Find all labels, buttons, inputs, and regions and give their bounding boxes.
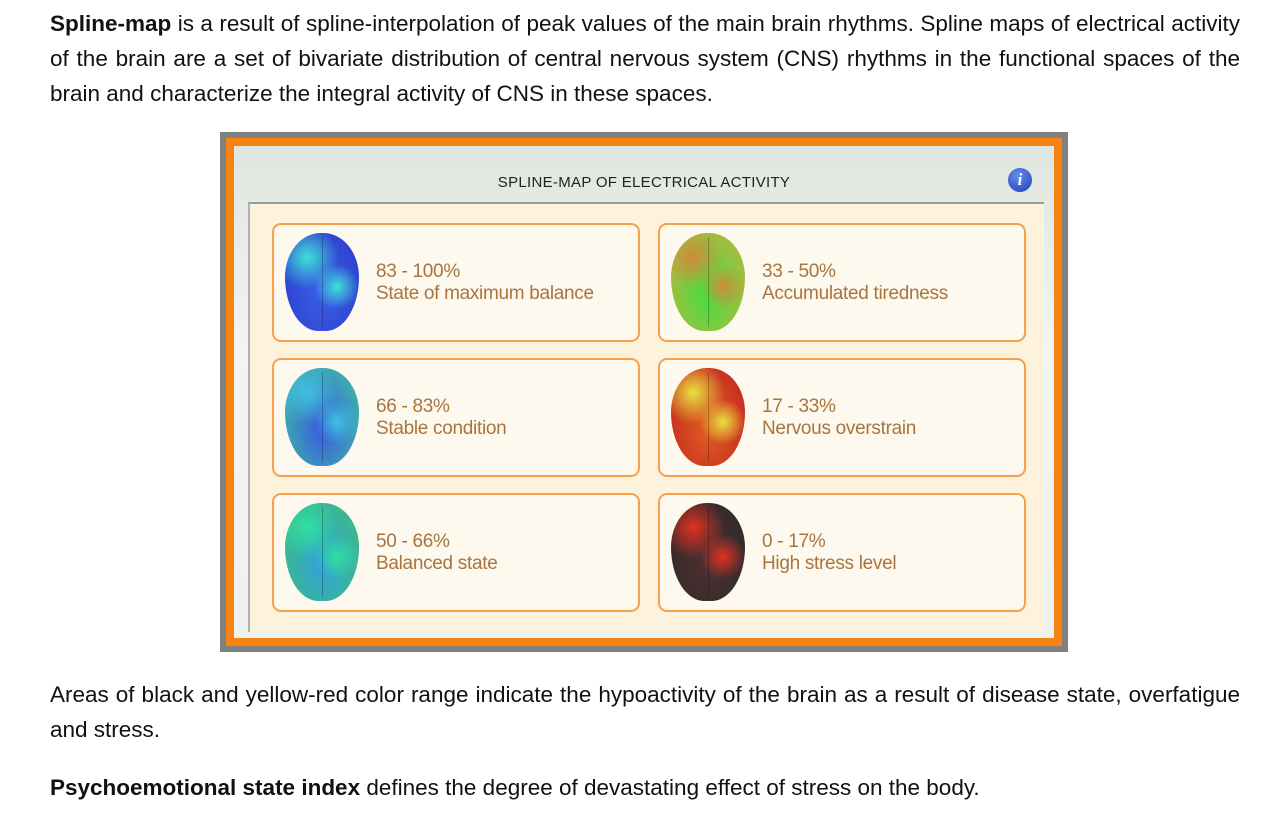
- intro-term: Spline-map: [50, 11, 172, 36]
- state-card: 33 - 50% Accumulated tiredness: [658, 223, 1026, 342]
- brain-map-image: [285, 368, 359, 466]
- state-label: Stable condition: [376, 418, 507, 439]
- brain-map-image: [671, 368, 745, 466]
- outro-text: defines the degree of devastating effect…: [360, 775, 980, 800]
- cards-panel: 83 - 100% State of maximum balance 33 - 5…: [248, 202, 1044, 632]
- state-card: 0 - 17% High stress level: [658, 493, 1026, 612]
- state-card: 83 - 100% State of maximum balance: [272, 223, 640, 342]
- state-range: 17 - 33%: [762, 396, 836, 417]
- state-label: Balanced state: [376, 553, 498, 574]
- intro-text: is a result of spline-interpolation of p…: [50, 11, 1240, 106]
- brain-map-image: [671, 503, 745, 601]
- outro-term: Psychoemotional state index: [50, 775, 361, 800]
- brain-map-image: [671, 233, 745, 331]
- note-paragraph: Areas of black and yellow-red color rang…: [50, 682, 1240, 742]
- state-label: Accumulated tiredness: [762, 283, 948, 304]
- state-range: 33 - 50%: [762, 261, 836, 282]
- panel-title: SPLINE-MAP OF ELECTRICAL ACTIVITY: [497, 174, 791, 191]
- info-icon[interactable]: i: [1008, 168, 1032, 192]
- spline-map-window: SPLINE-MAP OF ELECTRICAL ACTIVITY i 83 -…: [234, 146, 1054, 638]
- state-range: 50 - 66%: [376, 531, 450, 552]
- state-range: 0 - 17%: [762, 531, 826, 552]
- state-range: 83 - 100%: [376, 261, 460, 282]
- spline-map-figure: SPLINE-MAP OF ELECTRICAL ACTIVITY i 83 -…: [220, 132, 1068, 652]
- state-label: Nervous overstrain: [762, 418, 917, 439]
- state-card: 17 - 33% Nervous overstrain: [658, 358, 1026, 477]
- outro-paragraph: Psychoemotional state index defines the …: [50, 770, 1240, 805]
- state-label: High stress level: [762, 553, 897, 574]
- state-range: 66 - 83%: [376, 396, 450, 417]
- state-card: 50 - 66% Balanced state: [272, 493, 640, 612]
- intro-paragraph: Spline-map is a result of spline-interpo…: [50, 6, 1240, 111]
- state-card: 66 - 83% Stable condition: [272, 358, 640, 477]
- brain-map-image: [285, 233, 359, 331]
- state-label: State of maximum balance: [376, 283, 594, 304]
- brain-map-image: [285, 503, 359, 601]
